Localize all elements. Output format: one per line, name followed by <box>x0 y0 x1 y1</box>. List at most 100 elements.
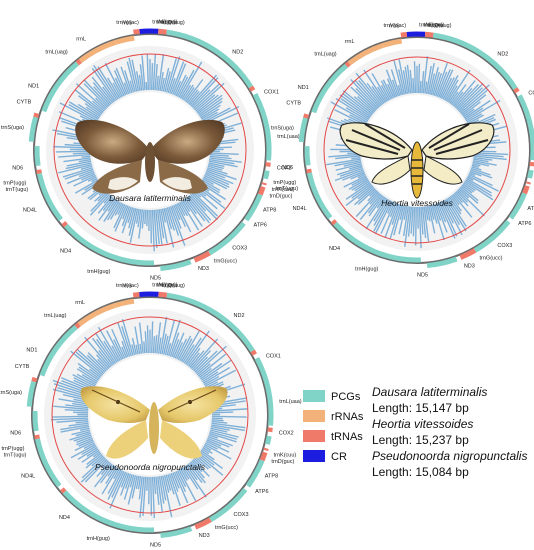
gc-bar <box>68 104 98 122</box>
gene-label: ND5 <box>150 275 161 281</box>
gene-segment-pcg <box>426 256 458 269</box>
gene-label: trnM(cau) <box>152 282 176 288</box>
gc-bar <box>453 80 476 107</box>
gc-bar <box>101 467 119 495</box>
gc-bar <box>365 197 387 230</box>
gc-bar <box>80 457 107 483</box>
gc-bar <box>203 445 212 451</box>
gc-bar <box>447 69 471 103</box>
gc-bar <box>150 63 154 91</box>
gc-bar <box>206 439 222 447</box>
gc-bar <box>186 197 206 222</box>
gene-segment-pcg <box>28 116 39 142</box>
gc-bar <box>64 168 94 180</box>
gc-bar <box>389 202 397 218</box>
gene-segment-trna <box>250 349 257 356</box>
gc-bar <box>63 157 91 163</box>
gc-bar <box>205 170 226 179</box>
gc-bar <box>351 176 368 186</box>
gc-bar <box>154 335 158 354</box>
gc-bar <box>91 100 105 112</box>
gene-segment-pcg <box>244 193 263 222</box>
gc-bar <box>146 476 149 491</box>
gc-bar <box>199 100 223 118</box>
gene-label: ND2 <box>234 313 245 319</box>
gc-bar <box>342 90 374 115</box>
gc-bar <box>351 179 369 191</box>
gene-segment-pcg <box>252 92 272 161</box>
gene-segment-rrna <box>77 303 116 327</box>
gc-bar <box>177 335 192 361</box>
gc-bar <box>146 54 150 91</box>
gc-bar <box>76 435 93 443</box>
gc-bar <box>75 351 104 376</box>
gene-label: ND1 <box>298 85 309 91</box>
gc-bar <box>343 161 362 167</box>
gene-label: ND6 <box>282 165 293 171</box>
gc-bar <box>155 209 160 245</box>
gc-bar <box>66 160 92 167</box>
gc-bar <box>112 82 122 98</box>
gc-bar <box>470 169 493 179</box>
gc-bar <box>456 83 484 111</box>
gc-bar <box>180 330 200 362</box>
gc-bar <box>464 180 494 201</box>
gc-bar <box>466 176 474 182</box>
gene-segment-trna <box>259 451 268 462</box>
gene-label: ATP6 <box>518 221 531 227</box>
gc-bar <box>450 84 467 105</box>
gc-bar <box>466 177 492 194</box>
gene-segment-pcg <box>263 170 270 180</box>
gc-bar <box>189 74 217 106</box>
gc-bar <box>462 183 475 193</box>
gene-segment-trna <box>424 31 434 38</box>
gc-bar <box>100 464 115 484</box>
gc-bar <box>339 94 372 118</box>
gc-bar <box>197 353 227 377</box>
gene-segment-pcg <box>32 410 39 432</box>
gc-bar <box>367 190 378 202</box>
gc-bar <box>183 337 202 364</box>
gc-bar <box>380 80 392 100</box>
gc-bar <box>107 470 124 500</box>
gc-bar <box>81 155 91 158</box>
gc-bar <box>335 155 361 160</box>
gc-bar <box>52 415 89 418</box>
gc-bar <box>167 474 175 495</box>
gc-bar <box>176 338 188 360</box>
gc-bar <box>58 398 90 405</box>
gene-segment-pcg <box>508 192 527 220</box>
gene-label: trnT(ugu) <box>275 186 298 192</box>
gc-bar <box>94 332 117 364</box>
gene-label: trnP(ugg) <box>1 446 24 452</box>
gc-bar <box>368 195 385 217</box>
gc-bar <box>151 321 154 354</box>
gc-bar <box>468 172 476 177</box>
gene-segment-pcg <box>209 487 248 522</box>
gc-bar <box>391 203 400 225</box>
gene-segment-pcg <box>517 94 534 161</box>
gene-label: trnL(uaa) <box>279 399 301 405</box>
gc-bar <box>326 158 361 166</box>
gc-bar <box>359 193 382 220</box>
gc-bar <box>185 79 204 103</box>
gc-bar <box>55 150 91 153</box>
gc-bar <box>446 85 458 103</box>
gc-bar <box>345 184 373 206</box>
species-name-1: Dausara latiterminalis <box>372 385 487 399</box>
gc-bar <box>184 87 195 102</box>
gc-bar <box>470 167 491 176</box>
gc-bar <box>211 422 246 429</box>
gc-bar <box>138 74 143 91</box>
gc-bar <box>355 72 383 106</box>
gc-bar <box>201 371 219 383</box>
gc-bar <box>135 208 140 224</box>
gc-bar <box>113 339 124 360</box>
gc-bar <box>192 459 210 477</box>
gc-bar <box>121 346 128 358</box>
gene-segment-trna <box>33 112 40 118</box>
gc-bar <box>461 184 473 194</box>
gc-bar <box>178 69 195 98</box>
gc-bar <box>53 405 89 411</box>
